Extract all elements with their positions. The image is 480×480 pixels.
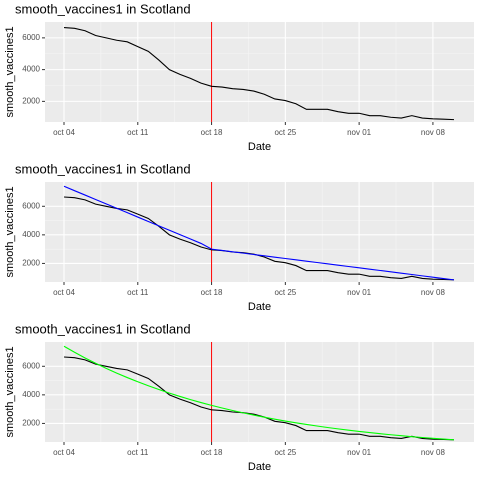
x-tick-label: oct 04	[53, 448, 75, 457]
x-tick-label: oct 25	[274, 448, 296, 457]
x-axis-label: Date	[248, 141, 271, 153]
x-axis-label: Date	[248, 301, 271, 313]
x-tick-label: oct 25	[274, 128, 296, 137]
x-tick-label: oct 18	[201, 128, 223, 137]
chart-title: smooth_vaccines1 in Scotland	[15, 1, 191, 16]
y-tick-label: 2000	[22, 419, 40, 428]
x-tick-label: oct 04	[53, 288, 75, 297]
y-tick-label: 6000	[22, 361, 40, 370]
y-tick-label: 2000	[22, 96, 40, 105]
data-line	[63, 356, 455, 441]
x-tick-label: oct 11	[127, 128, 149, 137]
x-axis-label: Date	[248, 461, 271, 473]
y-tick-label: 4000	[22, 390, 40, 399]
x-tick-label: oct 18	[201, 288, 223, 297]
x-tick-label: nov 01	[347, 448, 372, 457]
plot-panel	[45, 182, 474, 282]
x-tick-label: oct 11	[127, 288, 149, 297]
x-tick-label: nov 08	[421, 128, 446, 137]
chart-title: smooth_vaccines1 in Scotland	[15, 321, 191, 336]
y-axis-label: smooth_vaccines1	[4, 26, 16, 117]
y-axis-label: smooth_vaccines1	[4, 186, 16, 277]
x-tick-label: oct 25	[274, 288, 296, 297]
y-tick-label: 6000	[22, 33, 40, 42]
chart-title: smooth_vaccines1 in Scotland	[15, 161, 191, 176]
plot-panel	[45, 22, 474, 122]
y-tick-label: 4000	[22, 230, 40, 239]
data-line	[63, 27, 455, 121]
plot-panel	[45, 342, 474, 442]
y-tick-label: 2000	[22, 259, 40, 268]
data-line	[63, 345, 455, 441]
x-tick-label: oct 04	[53, 128, 75, 137]
data-line	[63, 185, 455, 281]
y-axis-label: smooth_vaccines1	[4, 346, 16, 437]
x-tick-label: oct 18	[201, 448, 223, 457]
y-tick-label: 6000	[22, 201, 40, 210]
x-tick-label: nov 08	[421, 288, 446, 297]
x-tick-label: oct 11	[127, 448, 149, 457]
y-tick-label: 4000	[22, 65, 40, 74]
x-tick-label: nov 08	[421, 448, 446, 457]
x-tick-label: nov 01	[347, 288, 372, 297]
x-tick-label: nov 01	[347, 128, 372, 137]
